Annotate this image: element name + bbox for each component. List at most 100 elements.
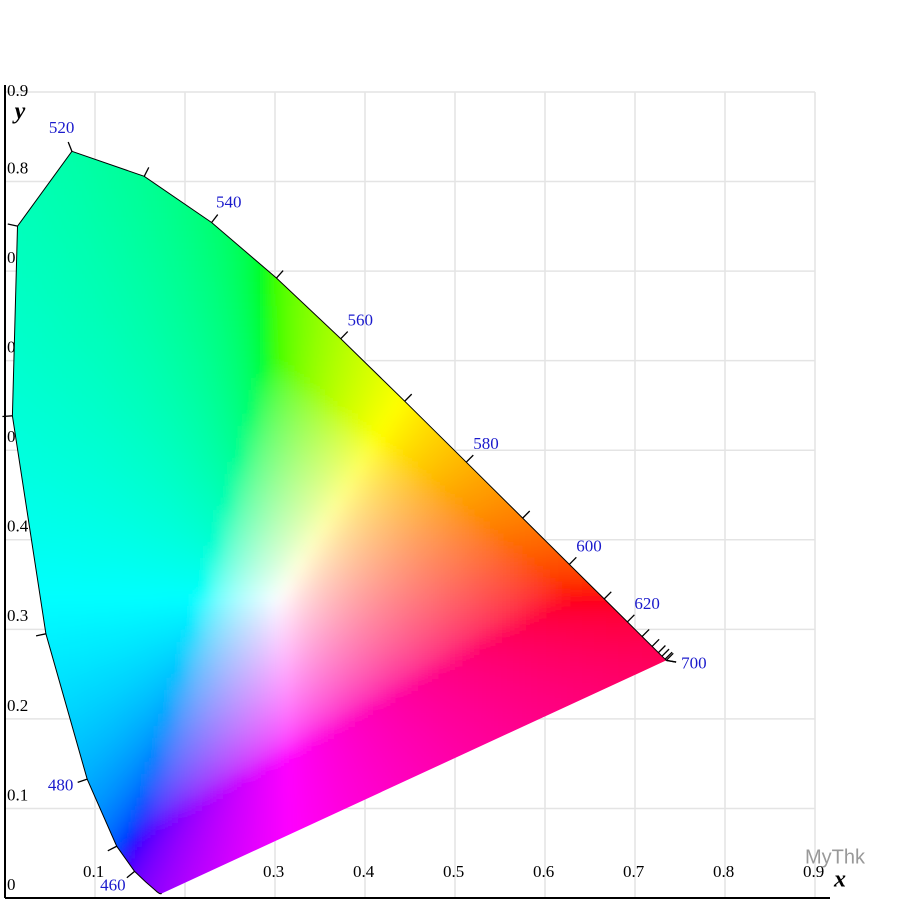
gamut-cell: [12, 666, 18, 690]
gamut-cell: [594, 570, 618, 594]
gamut-cell: [630, 498, 654, 522]
gamut-cell: [438, 774, 462, 798]
gamut-cell: [426, 822, 450, 846]
gamut-cell: [654, 690, 667, 714]
gamut-cell: [558, 294, 582, 318]
gamut-cell: [462, 114, 486, 138]
gamut-cell: [630, 834, 654, 858]
y-tick-label: 0.9: [7, 81, 28, 100]
gamut-cell: [582, 390, 606, 414]
gamut-cell: [558, 498, 582, 522]
gamut-cell: [402, 822, 426, 846]
gamut-cell: [678, 810, 702, 834]
gamut-cell: [678, 234, 702, 258]
gamut-cell: [534, 258, 558, 282]
gamut-cell: [462, 270, 486, 294]
gamut-cell: [606, 834, 630, 858]
gamut-cell: [354, 330, 378, 354]
gamut-cell: [666, 738, 667, 762]
gamut-cell: [462, 258, 486, 282]
gamut-cell: [570, 702, 594, 726]
gamut-cell: [642, 378, 666, 402]
gamut-cell: [534, 774, 558, 798]
gamut-cell: [582, 330, 606, 354]
wavelength-tick: [340, 331, 349, 340]
gamut-cell: [462, 822, 486, 846]
gamut-cell: [342, 246, 366, 270]
gamut-cell: [534, 462, 558, 486]
gamut-cell: [558, 702, 582, 726]
gamut-cell: [462, 198, 486, 222]
gamut-cell: [642, 498, 666, 522]
gamut-cell: [414, 162, 438, 186]
gamut-cell: [678, 306, 702, 330]
gamut-cell: [12, 582, 18, 606]
gamut-cell: [594, 858, 618, 882]
gamut-cell: [606, 498, 630, 522]
gamut-cell: [654, 546, 667, 570]
gamut-cell: [522, 750, 546, 774]
gamut-cell: [510, 786, 534, 810]
gamut-cell: [510, 486, 534, 510]
gamut-cell: [546, 798, 570, 822]
gamut-cell: [462, 151, 486, 162]
gamut-cell: [222, 151, 246, 162]
gamut-cell: [582, 162, 606, 186]
gamut-cell: [630, 294, 654, 318]
gamut-cell: [330, 834, 354, 858]
gamut-cell: [642, 810, 666, 834]
gamut-cell: [18, 126, 42, 150]
gamut-cell: [90, 126, 114, 150]
gamut-cell: [630, 126, 654, 150]
wavelength-label: 540: [216, 192, 242, 211]
gamut-cell: [354, 198, 378, 222]
gamut-cell: [354, 162, 378, 186]
gamut-cell: [534, 498, 558, 522]
gamut-cell: [438, 258, 462, 282]
gamut-cell: [534, 486, 558, 510]
gamut-cell: [654, 666, 667, 690]
gamut-cell: [546, 234, 570, 258]
gamut-cell: [486, 198, 510, 222]
gamut-cell: [12, 174, 18, 198]
gamut-cell: [690, 690, 714, 714]
gamut-cell: [558, 126, 582, 150]
gamut-cell: [450, 246, 474, 270]
gamut-cell: [606, 702, 630, 726]
gamut-cell: [438, 246, 462, 270]
gamut-cell: [342, 151, 366, 174]
gamut-cell: [678, 318, 702, 342]
gamut-cell: [594, 750, 618, 774]
gamut-cell: [570, 498, 594, 522]
gamut-cell: [414, 858, 438, 882]
gamut-cell: [582, 210, 606, 234]
gamut-cell: [642, 426, 666, 450]
x-axis-label: x: [833, 867, 846, 893]
gamut-cell: [426, 162, 450, 186]
gamut-cell: [630, 390, 654, 414]
gamut-cell: [582, 174, 606, 198]
gamut-cell: [654, 151, 667, 162]
gamut-cell: [258, 126, 282, 150]
gamut-cell: [342, 282, 366, 306]
gamut-cell: [678, 258, 702, 282]
gamut-cell: [282, 151, 306, 162]
gamut-cell: [522, 306, 546, 330]
gamut-cell: [222, 162, 246, 186]
gamut-cell: [630, 222, 654, 246]
gamut-cell: [318, 258, 342, 282]
gamut-cell: [450, 198, 474, 222]
gamut-cell: [606, 714, 630, 738]
gamut-cell: [234, 162, 258, 186]
gamut-cell: [654, 726, 667, 750]
gamut-cell: [558, 174, 582, 198]
x-tick-label: 0.7: [623, 862, 645, 881]
gamut-cell: [534, 426, 558, 450]
gamut-cell: [546, 126, 570, 150]
wavelength-tick: [661, 648, 670, 657]
gamut-cell: [582, 750, 606, 774]
gamut-cell: [522, 318, 546, 342]
gamut-cell: [582, 198, 606, 222]
gamut-cell: [462, 151, 486, 174]
gamut-cell: [498, 258, 522, 282]
